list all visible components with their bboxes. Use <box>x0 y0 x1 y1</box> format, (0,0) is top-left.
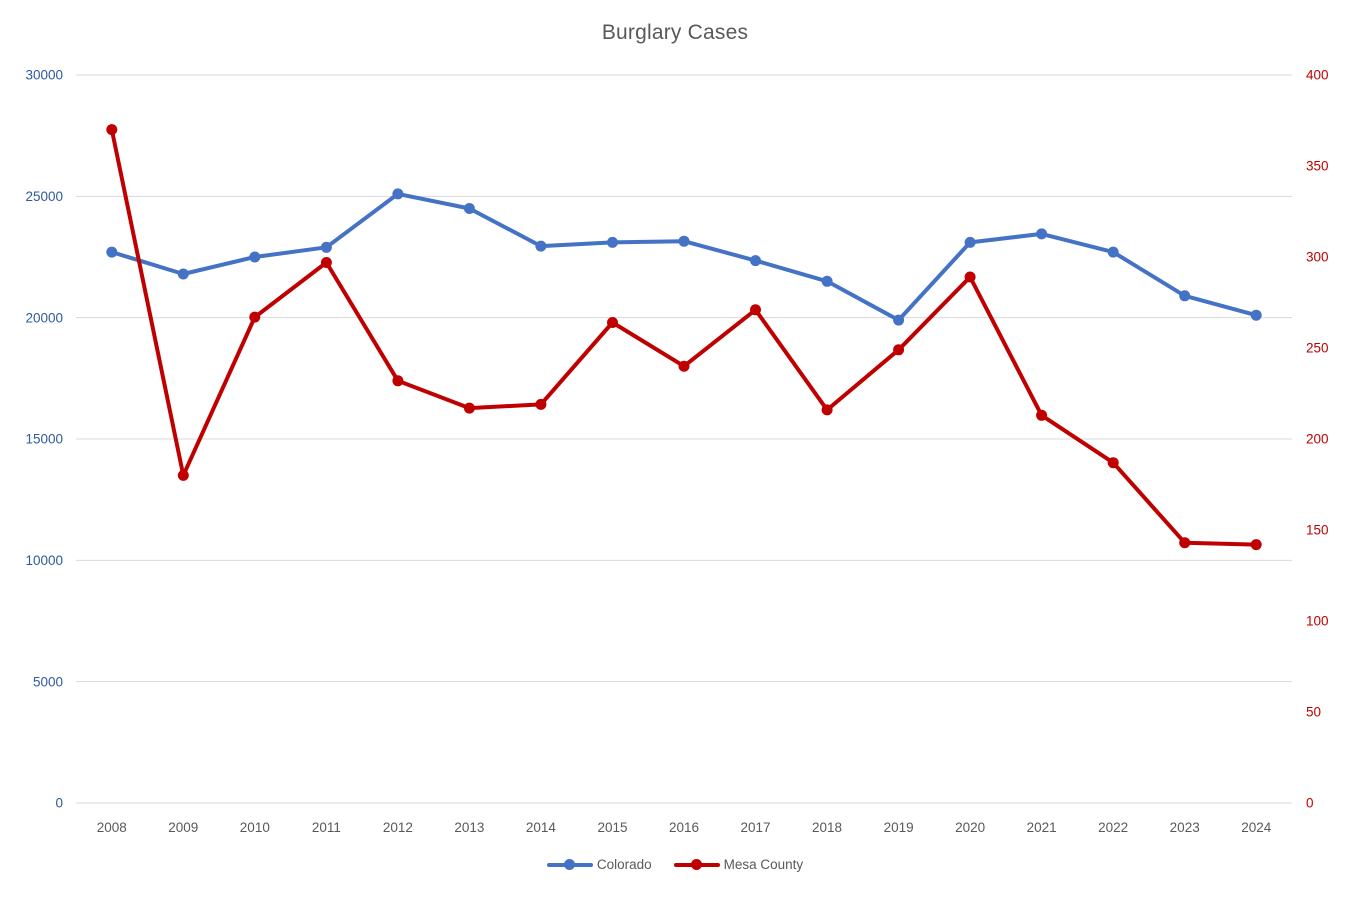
mesa-county-data-point <box>821 404 833 416</box>
legend-label-mesa-county: Mesa County <box>723 857 804 872</box>
right-axis-tick-label: 250 <box>1306 341 1329 356</box>
left-axis-tick-label: 30000 <box>25 68 63 83</box>
mesa-county-data-point <box>678 360 690 372</box>
colorado-data-point <box>177 268 189 280</box>
mesa-county-data-point <box>106 124 118 136</box>
x-axis-tick-label: 2013 <box>454 820 484 835</box>
mesa-county-data-point <box>1107 457 1119 469</box>
left-axis-tick-label: 15000 <box>25 432 63 447</box>
mesa-county-legend-marker-icon <box>673 858 720 871</box>
mesa-county-data-point <box>249 311 261 323</box>
left-axis-labels: 0 5000 10000 15000 20000 25000 30000 <box>25 68 63 811</box>
colorado-legend-dot-icon <box>564 859 576 870</box>
x-axis-tick-label: 2015 <box>597 820 627 835</box>
x-axis-tick-label: 2022 <box>1098 820 1128 835</box>
x-axis-tick-label: 2018 <box>812 820 842 835</box>
mesa-county-data-point <box>750 304 761 316</box>
x-axis-tick-label: 2020 <box>955 820 985 835</box>
colorado-data-point <box>750 255 761 267</box>
mesa-county-data-point <box>535 398 547 410</box>
mesa-county-data-point <box>1250 539 1262 551</box>
colorado-data-point <box>106 246 118 258</box>
x-axis-tick-label: 2014 <box>526 820 557 835</box>
colorado-data-point <box>249 251 261 263</box>
colorado-data-point <box>964 236 976 248</box>
right-axis-tick-label: 150 <box>1306 523 1329 538</box>
x-axis-tick-label: 2012 <box>383 820 413 835</box>
x-axis-tick-label: 2024 <box>1241 820 1272 835</box>
x-axis-tick-label: 2011 <box>312 820 341 835</box>
colorado-data-point <box>320 241 332 253</box>
colorado-data-point <box>607 236 618 248</box>
series-mesa-county <box>106 124 1262 551</box>
x-axis-tick-label: 2009 <box>168 820 198 835</box>
colorado-data-point <box>678 235 690 247</box>
mesa-county-data-point <box>607 317 618 328</box>
x-axis-tick-label: 2023 <box>1170 820 1200 835</box>
legend-item-colorado: Colorado <box>546 857 652 872</box>
left-axis-tick-label: 10000 <box>25 553 63 568</box>
colorado-data-point <box>821 275 833 287</box>
gridlines <box>76 74 1292 804</box>
right-axis-labels: 0 50 100 150 200 250 300 350 400 <box>1306 68 1329 811</box>
right-axis-tick-label: 300 <box>1306 250 1329 265</box>
x-axis-tick-label: 2016 <box>669 820 699 835</box>
x-axis-tick-label: 2010 <box>240 820 270 835</box>
mesa-county-data-point <box>893 344 905 356</box>
x-axis-tick-label: 2021 <box>1027 820 1057 835</box>
x-axis-labels: 2008 2009 2010 2011 2012 2013 2014 2015 2016 2017… <box>97 820 1272 835</box>
right-axis-tick-label: 0 <box>1306 796 1314 811</box>
left-axis-tick-label: 5000 <box>33 674 63 689</box>
x-axis-tick-label: 2017 <box>741 820 771 835</box>
left-axis-tick-label: 20000 <box>25 310 63 325</box>
chart-title: Burglary Cases <box>601 21 749 44</box>
x-axis-tick-label: 2008 <box>97 820 127 835</box>
colorado-data-point <box>463 203 475 214</box>
right-axis-tick-label: 400 <box>1306 68 1329 83</box>
mesa-county-data-point <box>392 375 404 387</box>
mesa-county-data-point <box>964 271 976 283</box>
mesa-county-data-point <box>463 402 475 414</box>
mesa-county-data-point <box>177 469 189 481</box>
mesa-county-data-point <box>1179 537 1191 549</box>
mesa-county-data-point <box>320 257 332 268</box>
mesa-county-line <box>109 127 1259 547</box>
colorado-data-point <box>1036 228 1048 240</box>
right-axis-tick-label: 200 <box>1306 432 1329 447</box>
colorado-data-point <box>1250 309 1262 321</box>
series-colorado <box>106 188 1262 326</box>
legend-label-colorado: Colorado <box>596 857 652 872</box>
colorado-data-point <box>535 240 547 252</box>
mesa-county-legend-dot-icon <box>691 859 703 870</box>
colorado-data-point <box>893 314 905 326</box>
colorado-legend-marker-icon <box>546 858 593 871</box>
x-axis-tick-label: 2019 <box>884 820 914 835</box>
chart-legend: Colorado Mesa County <box>0 857 1350 872</box>
mesa-county-data-point <box>1036 409 1048 421</box>
right-axis-tick-label: 50 <box>1306 705 1321 720</box>
right-axis-tick-label: 100 <box>1306 614 1329 629</box>
colorado-data-point <box>392 188 404 200</box>
legend-item-mesa-county: Mesa County <box>673 857 804 872</box>
colorado-data-point <box>1107 246 1119 258</box>
left-axis-tick-label: 25000 <box>25 189 63 204</box>
colorado-line <box>109 191 1259 323</box>
colorado-data-point <box>1179 290 1191 302</box>
left-axis-tick-label: 0 <box>55 796 63 811</box>
right-axis-tick-label: 350 <box>1306 159 1329 174</box>
